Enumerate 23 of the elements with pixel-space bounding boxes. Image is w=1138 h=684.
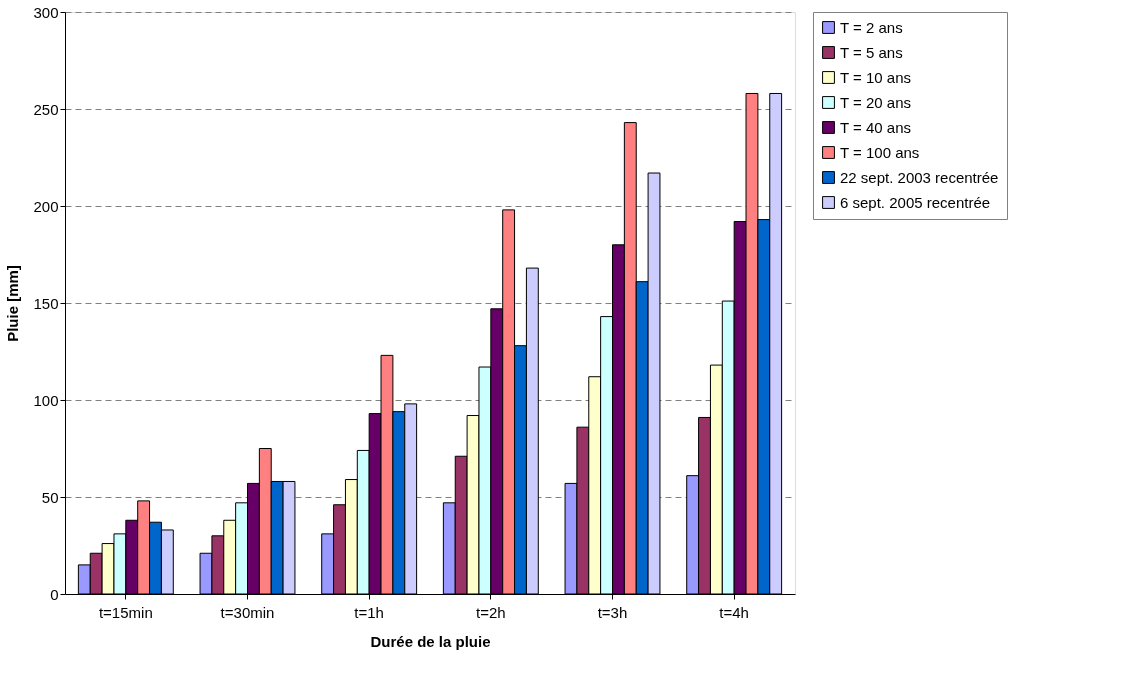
x-axis-title: Durée de la pluie	[370, 632, 491, 650]
x-tick-label: t=1h	[354, 603, 384, 621]
legend-label: T = 20 ans	[840, 93, 912, 111]
y-tick-label: 200	[33, 197, 59, 215]
y-tick-label: 0	[50, 585, 59, 603]
legend-label: T = 2 ans	[840, 18, 903, 36]
x-tick-label: t=30min	[220, 603, 275, 621]
x-tick-label: t=3h	[597, 603, 628, 621]
y-tick-label: 300	[33, 3, 59, 21]
legend-label: 6 sept. 2005 recentrée	[840, 193, 991, 211]
legend-label: 22 sept. 2003 recentrée	[840, 168, 999, 186]
y-tick-label: 250	[33, 100, 59, 118]
legend-label: T = 100 ans	[840, 143, 920, 161]
y-tick-label: 150	[33, 294, 59, 312]
x-tick-label: t=2h	[476, 603, 506, 621]
x-tick-label: t=15min	[98, 603, 153, 621]
y-tick-label: 50	[41, 488, 59, 506]
x-tick-label: t=4h	[719, 603, 749, 621]
legend-label: T = 40 ans	[840, 118, 912, 136]
y-tick-label: 100	[33, 391, 59, 409]
legend-label: T = 5 ans	[840, 43, 903, 61]
y-axis-title: Pluie [mm]	[4, 265, 22, 342]
legend-label: T = 10 ans	[840, 68, 912, 86]
